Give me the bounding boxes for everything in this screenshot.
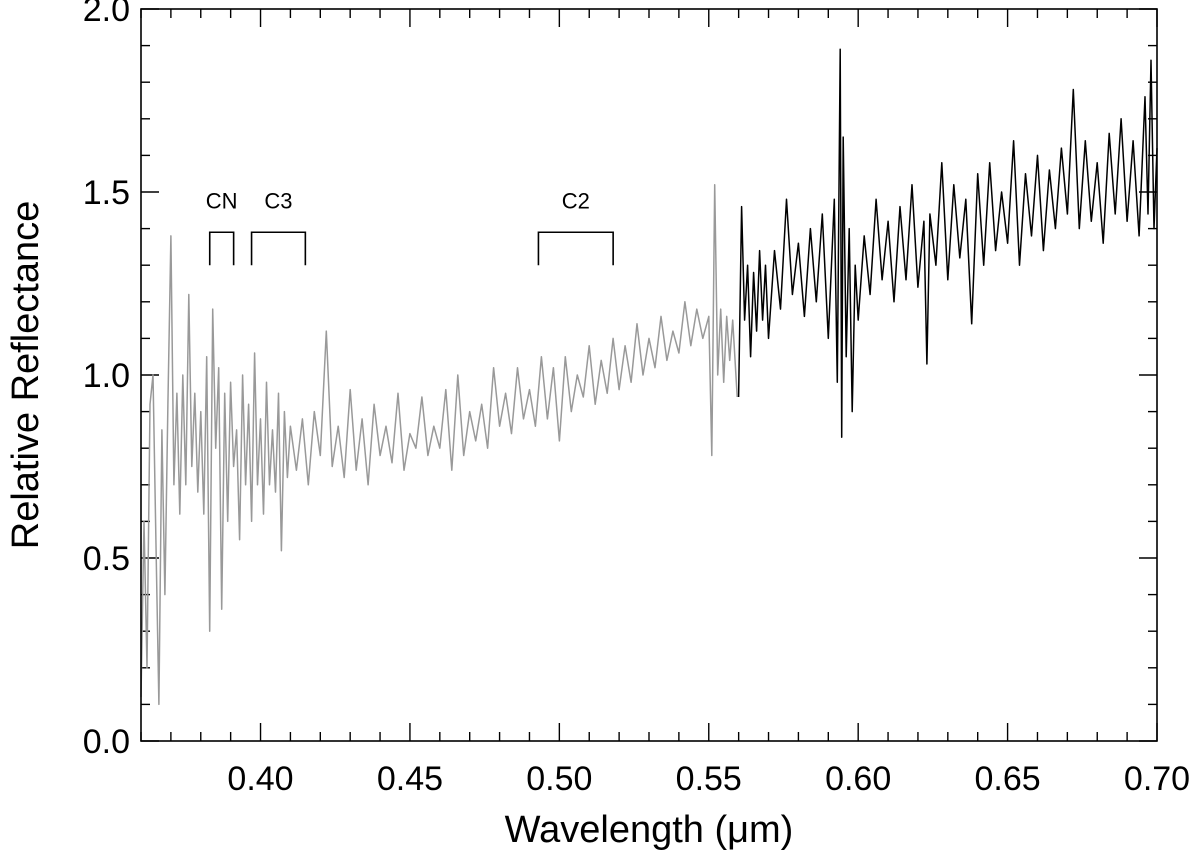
x-tick-label: 0.50 [526, 760, 592, 798]
band-label-c3: C3 [264, 188, 292, 213]
bracket-c3 [250, 231, 307, 266]
x-tick-label: 0.60 [825, 760, 891, 798]
band-label-c2: C2 [562, 188, 590, 213]
band-label-cn: CN [206, 188, 238, 213]
x-axis-title: Wavelength (μm) [505, 809, 794, 851]
series-line-black [737, 48, 1158, 438]
y-tick-label: 1.5 [83, 174, 130, 212]
bracket-c2 [537, 231, 614, 266]
y-axis-title: Relative Reflectance [5, 201, 47, 550]
series-line-gray [140, 183, 738, 706]
x-tick-label: 0.70 [1124, 760, 1190, 798]
y-tick-label: 1.0 [83, 357, 130, 395]
x-tick-label: 0.45 [377, 760, 443, 798]
x-tick-label: 0.65 [974, 760, 1040, 798]
tick-labels: 0.40 0.45 0.50 0.55 0.60 0.65 0.70 0.0 0.5 1.0 1.5… [83, 0, 1190, 798]
axis-ticks [140, 8, 1158, 742]
plot-frame [140, 8, 1158, 742]
y-tick-label: 2.0 [83, 0, 130, 29]
spectrum-series [140, 48, 1158, 706]
band-annotations: CN C3 C2 [206, 188, 614, 266]
bracket-cn [208, 231, 235, 266]
x-tick-label: 0.55 [676, 760, 742, 798]
y-tick-label: 0.5 [83, 540, 130, 578]
x-tick-label: 0.40 [227, 760, 293, 798]
y-tick-label: 0.0 [83, 723, 130, 761]
